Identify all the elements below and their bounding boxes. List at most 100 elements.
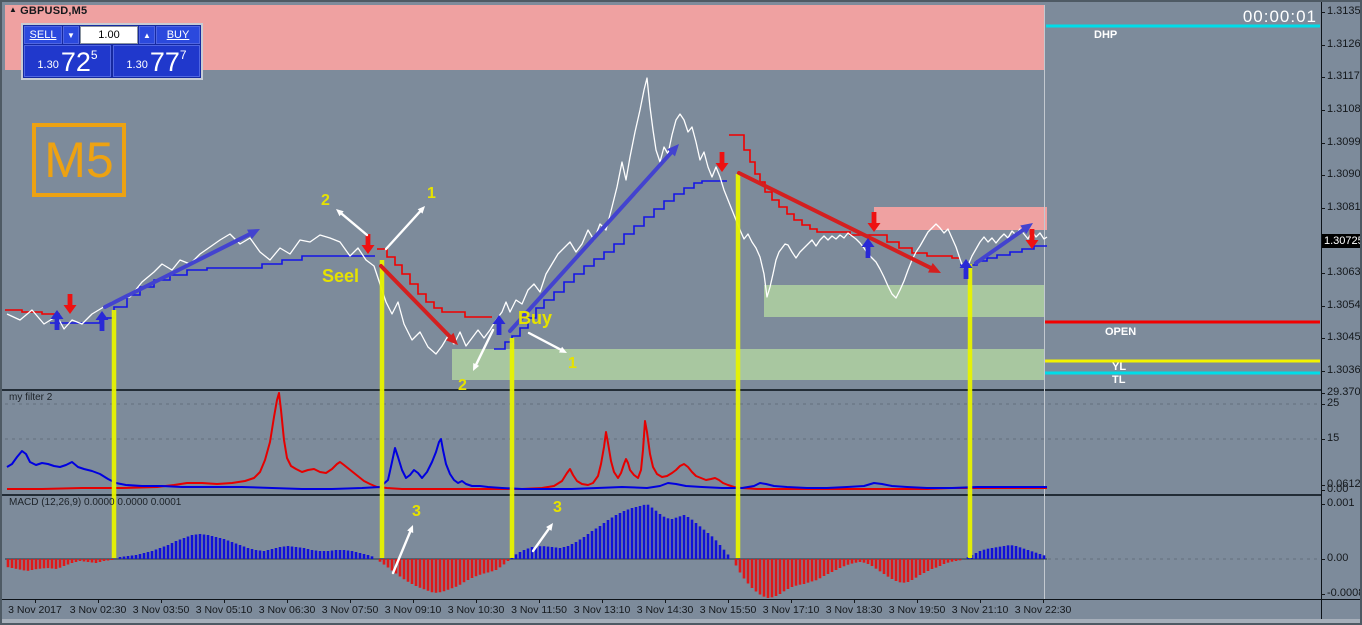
- filter-axis-tickmark: [1321, 404, 1325, 405]
- time-axis-label: 3 Nov 21:10: [951, 604, 1009, 616]
- macd-indicator-subwindow[interactable]: [2, 494, 1321, 599]
- time-axis-label: 3 Nov 17:10: [762, 604, 820, 616]
- time-axis-label: 3 Nov 09:10: [384, 604, 442, 616]
- volume-dropdown-button[interactable]: ▼: [63, 26, 79, 44]
- time-axis-tickmark: [413, 600, 414, 603]
- macd-axis-tickmark: [1321, 594, 1325, 595]
- price-axis-tickmark: [1321, 77, 1325, 78]
- current-price-badge: 1.30725: [1322, 234, 1362, 248]
- price-axis-tickmark: [1321, 273, 1325, 274]
- time-axis-tickmark: [350, 600, 351, 603]
- filter-axis-tickmark: [1321, 490, 1325, 491]
- time-axis-tickmark: [791, 600, 792, 603]
- price-axis-tick: 1.31350: [1327, 5, 1361, 17]
- time-axis-tickmark: [980, 600, 981, 603]
- time-axis-tickmark: [602, 600, 603, 603]
- time-axis[interactable]: [2, 599, 1360, 619]
- price-axis-tickmark: [1321, 208, 1325, 209]
- sell-button[interactable]: SELL: [24, 26, 62, 44]
- chevron-up-icon: ▲: [143, 30, 151, 40]
- time-axis-tickmark: [728, 600, 729, 603]
- macd-axis-tick: 0.00: [1327, 552, 1349, 564]
- time-axis-label: 3 Nov 15:50: [699, 604, 757, 616]
- sell-button-label: SELL: [29, 28, 57, 41]
- buy-price[interactable]: 1.30 77 7: [113, 45, 200, 77]
- sell-price-base: 1.30: [37, 59, 59, 71]
- time-axis-tickmark: [224, 600, 225, 603]
- time-axis-label: 3 Nov 10:30: [447, 604, 505, 616]
- time-axis-label: 3 Nov 06:30: [258, 604, 316, 616]
- buy-button[interactable]: BUY: [156, 26, 200, 44]
- price-axis-tick: 1.31260: [1327, 38, 1361, 50]
- sell-price-big: 72: [60, 47, 91, 77]
- time-axis-tickmark: [854, 600, 855, 603]
- time-axis-tickmark: [917, 600, 918, 603]
- volume-up-button[interactable]: ▲: [139, 26, 155, 44]
- filter-axis-tickmark: [1321, 485, 1325, 486]
- time-axis-label: 3 Nov 11:50: [511, 604, 567, 616]
- macd-axis-tickmark: [1321, 559, 1325, 560]
- filter-axis-tick: 29.3709: [1327, 386, 1361, 398]
- filter-axis-tick: 25: [1327, 397, 1340, 409]
- time-axis-label: 3 Nov 02:30: [69, 604, 127, 616]
- filter-axis-tickmark: [1321, 393, 1325, 394]
- chart-title: ▲ GBPUSD,M5: [9, 5, 87, 17]
- macd-indicator-title: MACD (12,26,9) 0.0000 0.0000 0.0001: [9, 497, 182, 508]
- time-axis-label: 3 Nov 07:50: [321, 604, 379, 616]
- filter-indicator-title: my filter 2: [9, 392, 53, 403]
- filter-axis-tick: 0.0612: [1327, 478, 1361, 490]
- time-axis-label: 3 Nov 03:50: [132, 604, 190, 616]
- buy-price-big: 77: [149, 47, 180, 77]
- time-axis-label: 3 Nov 13:10: [573, 604, 631, 616]
- timeframe-badge-label: M5: [44, 132, 114, 188]
- time-axis-tickmark: [539, 600, 540, 603]
- price-axis-tickmark: [1321, 338, 1325, 339]
- time-axis-tickmark: [161, 600, 162, 603]
- macd-axis-tick: 0.001: [1327, 497, 1355, 509]
- volume-input[interactable]: [80, 26, 138, 44]
- time-axis-label: 3 Nov 22:30: [1014, 604, 1072, 616]
- filter-indicator-subwindow[interactable]: [2, 389, 1321, 494]
- time-axis-tickmark: [35, 600, 36, 603]
- price-axis-tickmark: [1321, 306, 1325, 307]
- filter-axis-tickmark: [1321, 439, 1325, 440]
- time-axis-tickmark: [287, 600, 288, 603]
- time-axis-label: 3 Nov 14:30: [636, 604, 694, 616]
- time-axis-tickmark: [665, 600, 666, 603]
- price-axis-tick: 1.31170: [1327, 70, 1360, 82]
- price-axis-tickmark: [1321, 371, 1325, 372]
- time-axis-label: 3 Nov 05:10: [195, 604, 253, 616]
- time-axis-tickmark: [476, 600, 477, 603]
- buy-price-base: 1.30: [126, 59, 148, 71]
- chevron-down-icon: ▼: [67, 30, 75, 40]
- price-axis-tick: 1.30540: [1327, 299, 1361, 311]
- time-axis-label: 3 Nov 2017: [8, 604, 62, 616]
- collapse-triangle-icon[interactable]: ▲: [9, 5, 18, 14]
- price-axis-tick: 1.30900: [1327, 168, 1361, 180]
- sell-price[interactable]: 1.30 72 5: [24, 45, 111, 77]
- timeframe-badge: M5: [32, 123, 126, 197]
- sell-price-sup: 5: [90, 48, 98, 62]
- price-axis-tickmark: [1321, 110, 1325, 111]
- price-axis-tickmark: [1321, 12, 1325, 13]
- time-axis-label: 3 Nov 18:30: [825, 604, 883, 616]
- macd-axis-tickmark: [1321, 504, 1325, 505]
- price-axis-tick: 1.30990: [1327, 136, 1361, 148]
- buy-button-label: BUY: [166, 28, 190, 41]
- price-axis-tickmark: [1321, 45, 1325, 46]
- price-axis[interactable]: [1321, 2, 1360, 619]
- price-axis-tickmark: [1321, 175, 1325, 176]
- macd-axis-tick: -0.0008: [1327, 587, 1362, 599]
- time-axis-tickmark: [1043, 600, 1044, 603]
- time-axis-label: 3 Nov 19:50: [888, 604, 946, 616]
- window-bottom-frame: [2, 619, 1360, 623]
- price-axis-tick: 1.30450: [1327, 331, 1361, 343]
- symbol-period-label: GBPUSD,M5: [20, 5, 88, 17]
- price-axis-tickmark: [1321, 143, 1325, 144]
- price-axis-tick: 1.30360: [1327, 364, 1361, 376]
- price-axis-tick: 1.30630: [1327, 266, 1361, 278]
- filter-axis-tick: 15: [1327, 432, 1340, 444]
- price-axis-tick: 1.30810: [1327, 201, 1361, 213]
- candle-countdown-timer: 00:00:01: [1242, 7, 1317, 26]
